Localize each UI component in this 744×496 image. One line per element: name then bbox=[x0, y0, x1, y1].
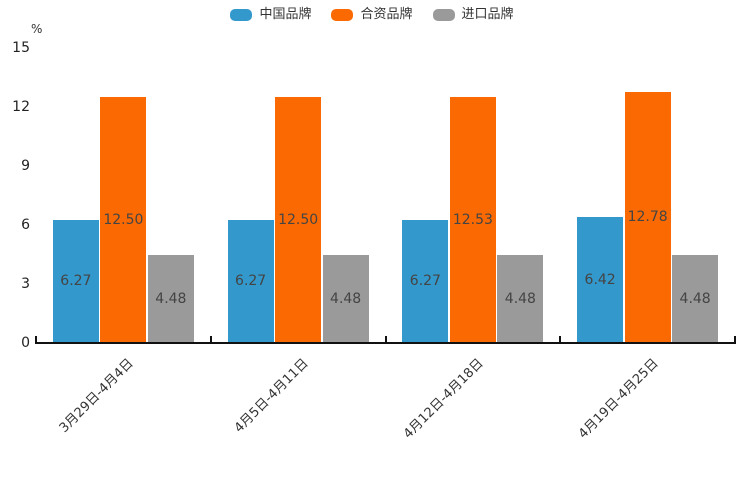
legend-item-3[interactable]: 进口品牌 bbox=[432, 7, 514, 22]
y-axis-unit-label: % bbox=[31, 22, 43, 36]
x-axis-line bbox=[36, 342, 735, 344]
bar-value-label: 6.27 bbox=[60, 273, 92, 290]
bar-进口品牌-1 bbox=[147, 254, 194, 343]
bar-中国品牌-4 bbox=[577, 216, 624, 343]
y-axis-tick-label: 6 bbox=[21, 217, 30, 233]
bar-合资品牌-1 bbox=[100, 97, 147, 343]
y-axis-tick-label: 0 bbox=[21, 335, 30, 351]
y-axis-tick-label: 3 bbox=[21, 276, 30, 292]
x-axis-category-label: 3月29日-4月4日 bbox=[57, 356, 137, 436]
bar-进口品牌-4 bbox=[672, 254, 719, 343]
x-axis-category-label: 4月12日-4月18日 bbox=[400, 356, 487, 442]
legend-item-2[interactable]: 合资品牌 bbox=[331, 7, 413, 22]
legend-swatch-icon bbox=[432, 8, 455, 21]
bar-value-label: 6.27 bbox=[235, 273, 267, 290]
x-axis-tick bbox=[734, 336, 736, 344]
chart-legend: 中国品牌 合资品牌 进口品牌 bbox=[0, 8, 744, 21]
bar-value-label: 12.78 bbox=[627, 209, 668, 226]
bar-value-label: 12.53 bbox=[452, 211, 493, 228]
bar-合资品牌-4 bbox=[624, 91, 671, 343]
bar-中国品牌-2 bbox=[227, 219, 274, 343]
legend-item-1[interactable]: 中国品牌 bbox=[230, 8, 311, 21]
bar-value-label: 12.50 bbox=[278, 212, 319, 229]
bar-value-label: 6.42 bbox=[584, 271, 616, 288]
x-axis-tick bbox=[35, 336, 37, 344]
bar-合资品牌-3 bbox=[449, 96, 496, 343]
bar-中国品牌-3 bbox=[402, 219, 449, 343]
legend-swatch-icon bbox=[230, 8, 253, 21]
x-axis-category-label: 4月5日-4月11日 bbox=[231, 356, 312, 436]
y-axis-tick-label: 15 bbox=[12, 40, 30, 56]
y-axis-tick-label: 9 bbox=[21, 158, 30, 174]
bar-value-label: 4.48 bbox=[155, 290, 187, 307]
legend-label: 进口品牌 bbox=[461, 7, 514, 22]
bar-进口品牌-3 bbox=[497, 254, 544, 343]
x-axis-category-label: 4月19日-4月25日 bbox=[575, 356, 662, 442]
bar-中国品牌-1 bbox=[52, 219, 99, 343]
x-axis-tick bbox=[559, 336, 562, 344]
bar-value-label: 12.50 bbox=[103, 212, 144, 229]
bar-value-label: 6.27 bbox=[409, 273, 441, 290]
bar-value-label: 4.48 bbox=[330, 290, 362, 307]
bar-value-label: 4.48 bbox=[679, 290, 711, 307]
bar-合资品牌-2 bbox=[275, 97, 322, 343]
x-axis-tick bbox=[384, 336, 387, 344]
legend-label: 合资品牌 bbox=[360, 7, 413, 22]
bar-进口品牌-2 bbox=[322, 254, 369, 343]
bar-value-label: 4.48 bbox=[504, 290, 536, 307]
legend-label: 中国品牌 bbox=[259, 7, 312, 22]
y-axis-tick-label: 12 bbox=[12, 99, 30, 115]
x-axis-tick bbox=[209, 336, 212, 344]
legend-swatch-icon bbox=[331, 8, 354, 21]
